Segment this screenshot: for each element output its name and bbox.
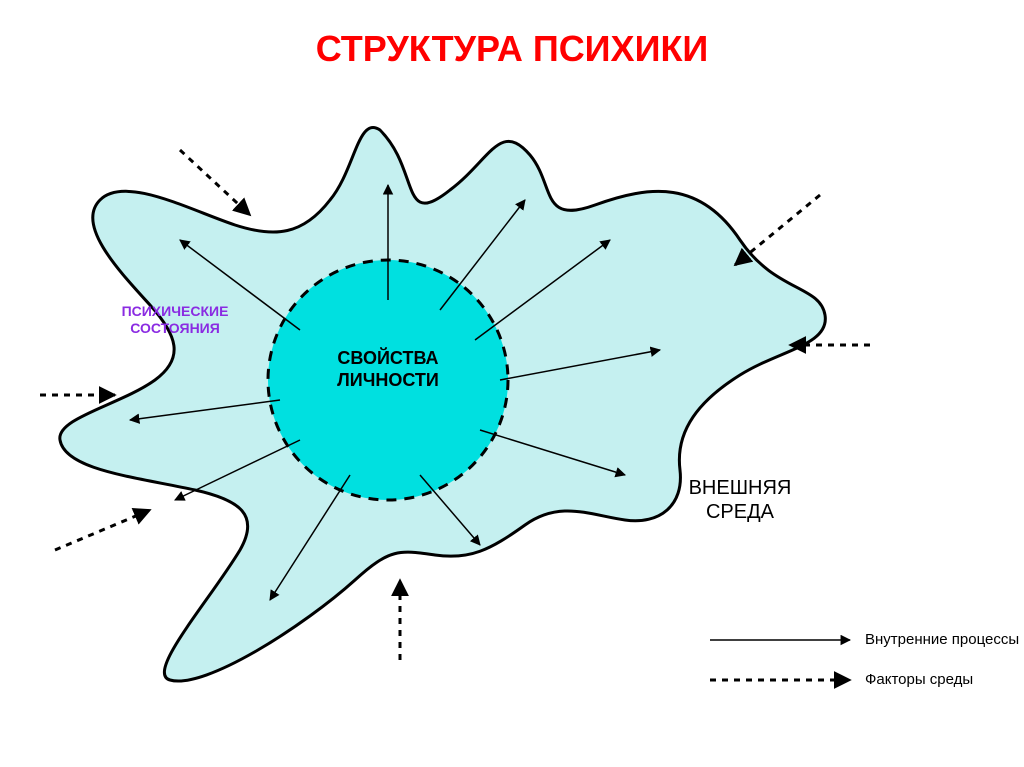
legend-dashed-label: Факторы среды — [865, 671, 973, 689]
env-label: ВНЕШНЯЯ СРЕДА — [610, 476, 870, 524]
legend-lines — [710, 640, 850, 680]
states-label: ПСИХИЧЕСКИЕ СОСТОЯНИЯ — [45, 303, 305, 337]
legend-solid-label: Внутренние процессы — [865, 631, 1019, 649]
external-arrow — [55, 510, 150, 550]
core-label: СВОЙСТВА ЛИЧНОСТИ — [258, 348, 518, 391]
external-arrow — [180, 150, 250, 215]
